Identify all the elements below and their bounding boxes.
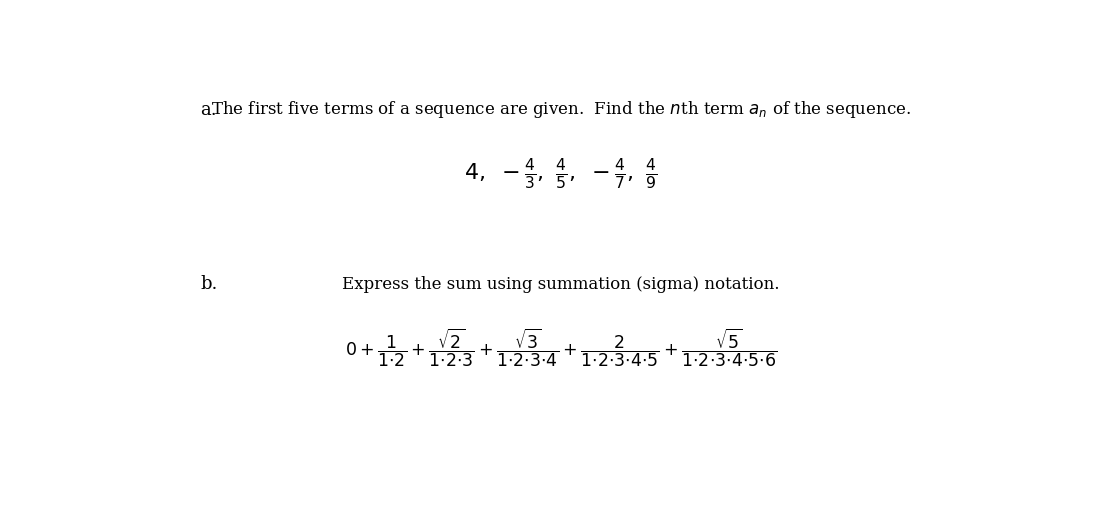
Text: a.: a. [200, 101, 217, 119]
Text: b.: b. [200, 276, 218, 294]
Text: Express the sum using summation (sigma) notation.: Express the sum using summation (sigma) … [342, 276, 779, 293]
Text: $0 + \dfrac{1}{1{\cdot}2} + \dfrac{\sqrt{2}}{1{\cdot}2{\cdot}3} + \dfrac{\sqrt{3: $0 + \dfrac{1}{1{\cdot}2} + \dfrac{\sqrt… [345, 327, 777, 369]
Text: The first five terms of a sequence are given.  Find the $\mathit{n}$th term $a_n: The first five terms of a sequence are g… [211, 99, 910, 120]
Text: $4,\ -\frac{4}{3},\ \frac{4}{5},\ -\frac{4}{7},\ \frac{4}{9}$: $4,\ -\frac{4}{3},\ \frac{4}{5},\ -\frac… [464, 156, 657, 190]
